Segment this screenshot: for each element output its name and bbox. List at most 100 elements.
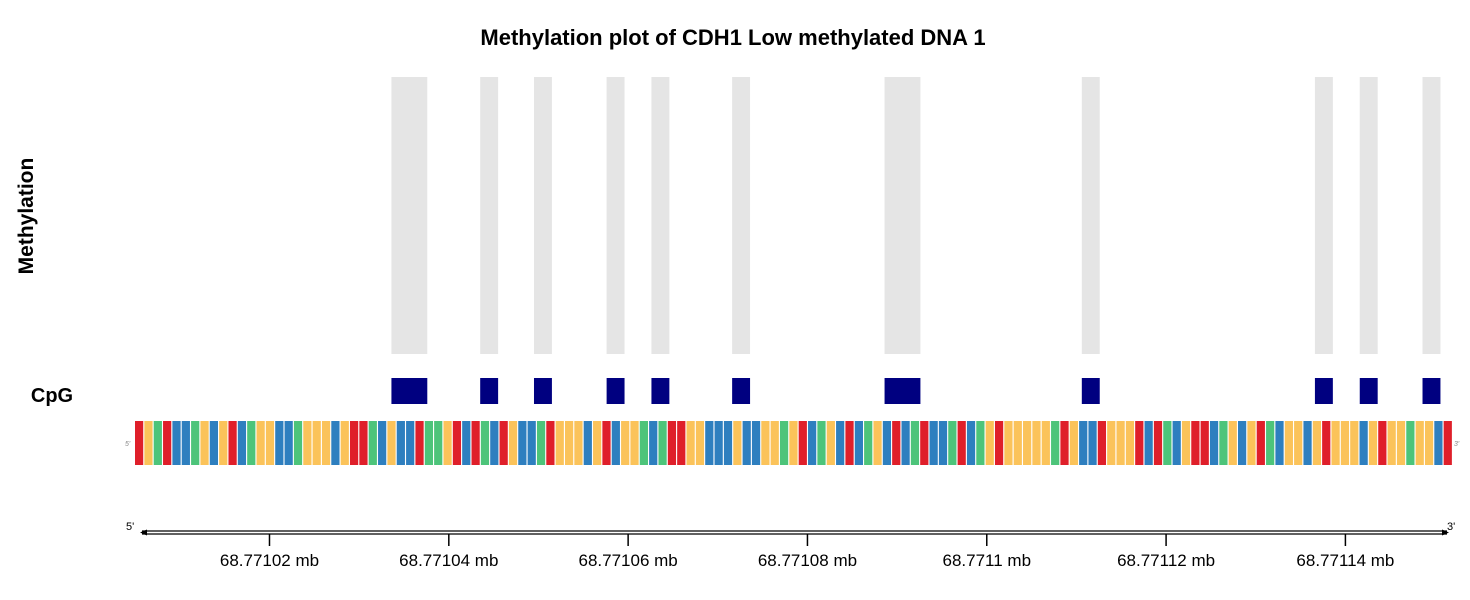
nucleotide-113 [1181,421,1191,465]
nucleotide-94 [1004,421,1013,465]
nucleotide-86 [929,421,938,465]
nucleotide-102 [1079,421,1088,465]
nucleotide-25 [359,421,368,465]
nucleotide-45 [546,421,555,465]
nucleotide-99 [1051,421,1060,465]
nucleotide-85 [920,421,929,465]
cpg-site-2 [480,378,499,404]
nucleotide-117 [1219,421,1228,465]
cpg-site-8 [1081,378,1100,404]
nucleotide-12 [237,421,247,465]
nucleotide-106 [1116,421,1125,465]
nucleotide-126 [1303,421,1312,465]
nucleotide-52 [611,421,620,465]
nucleotide-132 [1359,421,1368,465]
nucleotide-29 [396,421,405,465]
nucleotide-121 [1256,421,1265,465]
nucleotide-32 [424,421,433,465]
nucleotide-129 [1331,421,1340,465]
nucleotide-67 [751,421,761,465]
nucleotide-17 [284,421,293,465]
nucleotide-124 [1284,421,1293,465]
nucleotide-134 [1378,421,1387,465]
methylation-shade-4 [606,77,625,354]
nucleotide-18 [293,421,303,465]
nucleotide-127 [1312,421,1322,465]
nucleotide-55 [639,421,648,465]
nucleotide-51 [602,421,611,465]
nucleotide-28 [387,421,396,465]
nucleotide-6 [181,421,190,465]
methylation-shade-2 [480,77,499,354]
nucleotide-19 [303,421,312,465]
nucleotide-139 [1424,421,1434,465]
nucleotide-122 [1266,421,1275,465]
nucleotide-26 [368,421,377,465]
nucleotide-118 [1228,421,1237,465]
x-tick-label-7: 68.77114 mb [1296,551,1394,570]
x-tick-label-6: 68.77112 mb [1117,551,1215,570]
sequence-right-strand-label: 3' [1454,441,1460,448]
methylation-shade-3 [533,77,552,354]
nucleotide-43 [527,421,536,465]
x-tick-label-4: 68.77108 mb [758,551,857,570]
nucleotide-92 [985,421,994,465]
nucleotide-104 [1097,421,1107,465]
nucleotide-7 [191,421,200,465]
methylation-shade-1 [391,77,428,354]
nucleotide-21 [321,421,331,465]
nucleotide-120 [1247,421,1256,465]
nucleotide-79 [864,421,873,465]
cpg-site-11 [1422,378,1441,404]
nucleotide-78 [854,421,863,465]
methylation-shade-5 [651,77,670,354]
nucleotide-131 [1350,421,1359,465]
methylation-shade-8 [1081,77,1100,354]
nucleotide-89 [957,421,966,465]
nucleotide-133 [1368,421,1378,465]
nucleotide-16 [275,421,284,465]
nucleotide-39 [490,421,499,465]
nucleotide-125 [1294,421,1303,465]
nucleotide-2 [144,421,153,465]
nucleotide-42 [518,421,527,465]
nucleotide-61 [695,421,705,465]
nucleotide-87 [938,421,948,465]
nucleotide-74 [817,421,826,465]
nucleotide-27 [378,421,387,465]
nucleotide-14 [256,421,265,465]
x-tick-label-2: 68.77104 mb [399,551,498,570]
nucleotide-75 [826,421,835,465]
chart-title: Methylation plot of CDH1 Low methylated … [480,25,985,50]
nucleotide-49 [583,421,592,465]
x-tick-label-3: 68.77106 mb [579,551,678,570]
nucleotide-54 [630,421,639,465]
nucleotide-4 [163,421,172,465]
methylation-shades [391,77,1441,354]
axis-left-strand-label: 5' [126,521,134,533]
nucleotide-141 [1443,421,1452,465]
nucleotide-31 [415,421,424,465]
cpg-site-1 [391,378,428,404]
nucleotide-88 [948,421,957,465]
nucleotide-109 [1144,421,1153,465]
nucleotide-71 [789,421,798,465]
nucleotide-68 [761,421,770,465]
nucleotide-62 [705,421,714,465]
nucleotide-100 [1060,421,1069,465]
sequence-left-strand-label: 5' [125,441,131,448]
nucleotide-10 [219,421,228,465]
cpg-track-label: CpG [31,385,73,407]
nucleotide-23 [340,421,349,465]
nucleotide-95 [1013,421,1022,465]
x-axis: 5' 3' 68.77102 mb 68.77104 mb 68.77106 mb 6… [126,521,1455,570]
nucleotide-114 [1191,421,1200,465]
nucleotide-38 [480,421,490,465]
nucleotide-65 [733,421,742,465]
nucleotide-101 [1069,421,1078,465]
nucleotide-1 [135,421,144,465]
cpg-site-10 [1359,378,1378,404]
axis-arrow-left [140,529,147,536]
nucleotide-40 [499,421,508,465]
